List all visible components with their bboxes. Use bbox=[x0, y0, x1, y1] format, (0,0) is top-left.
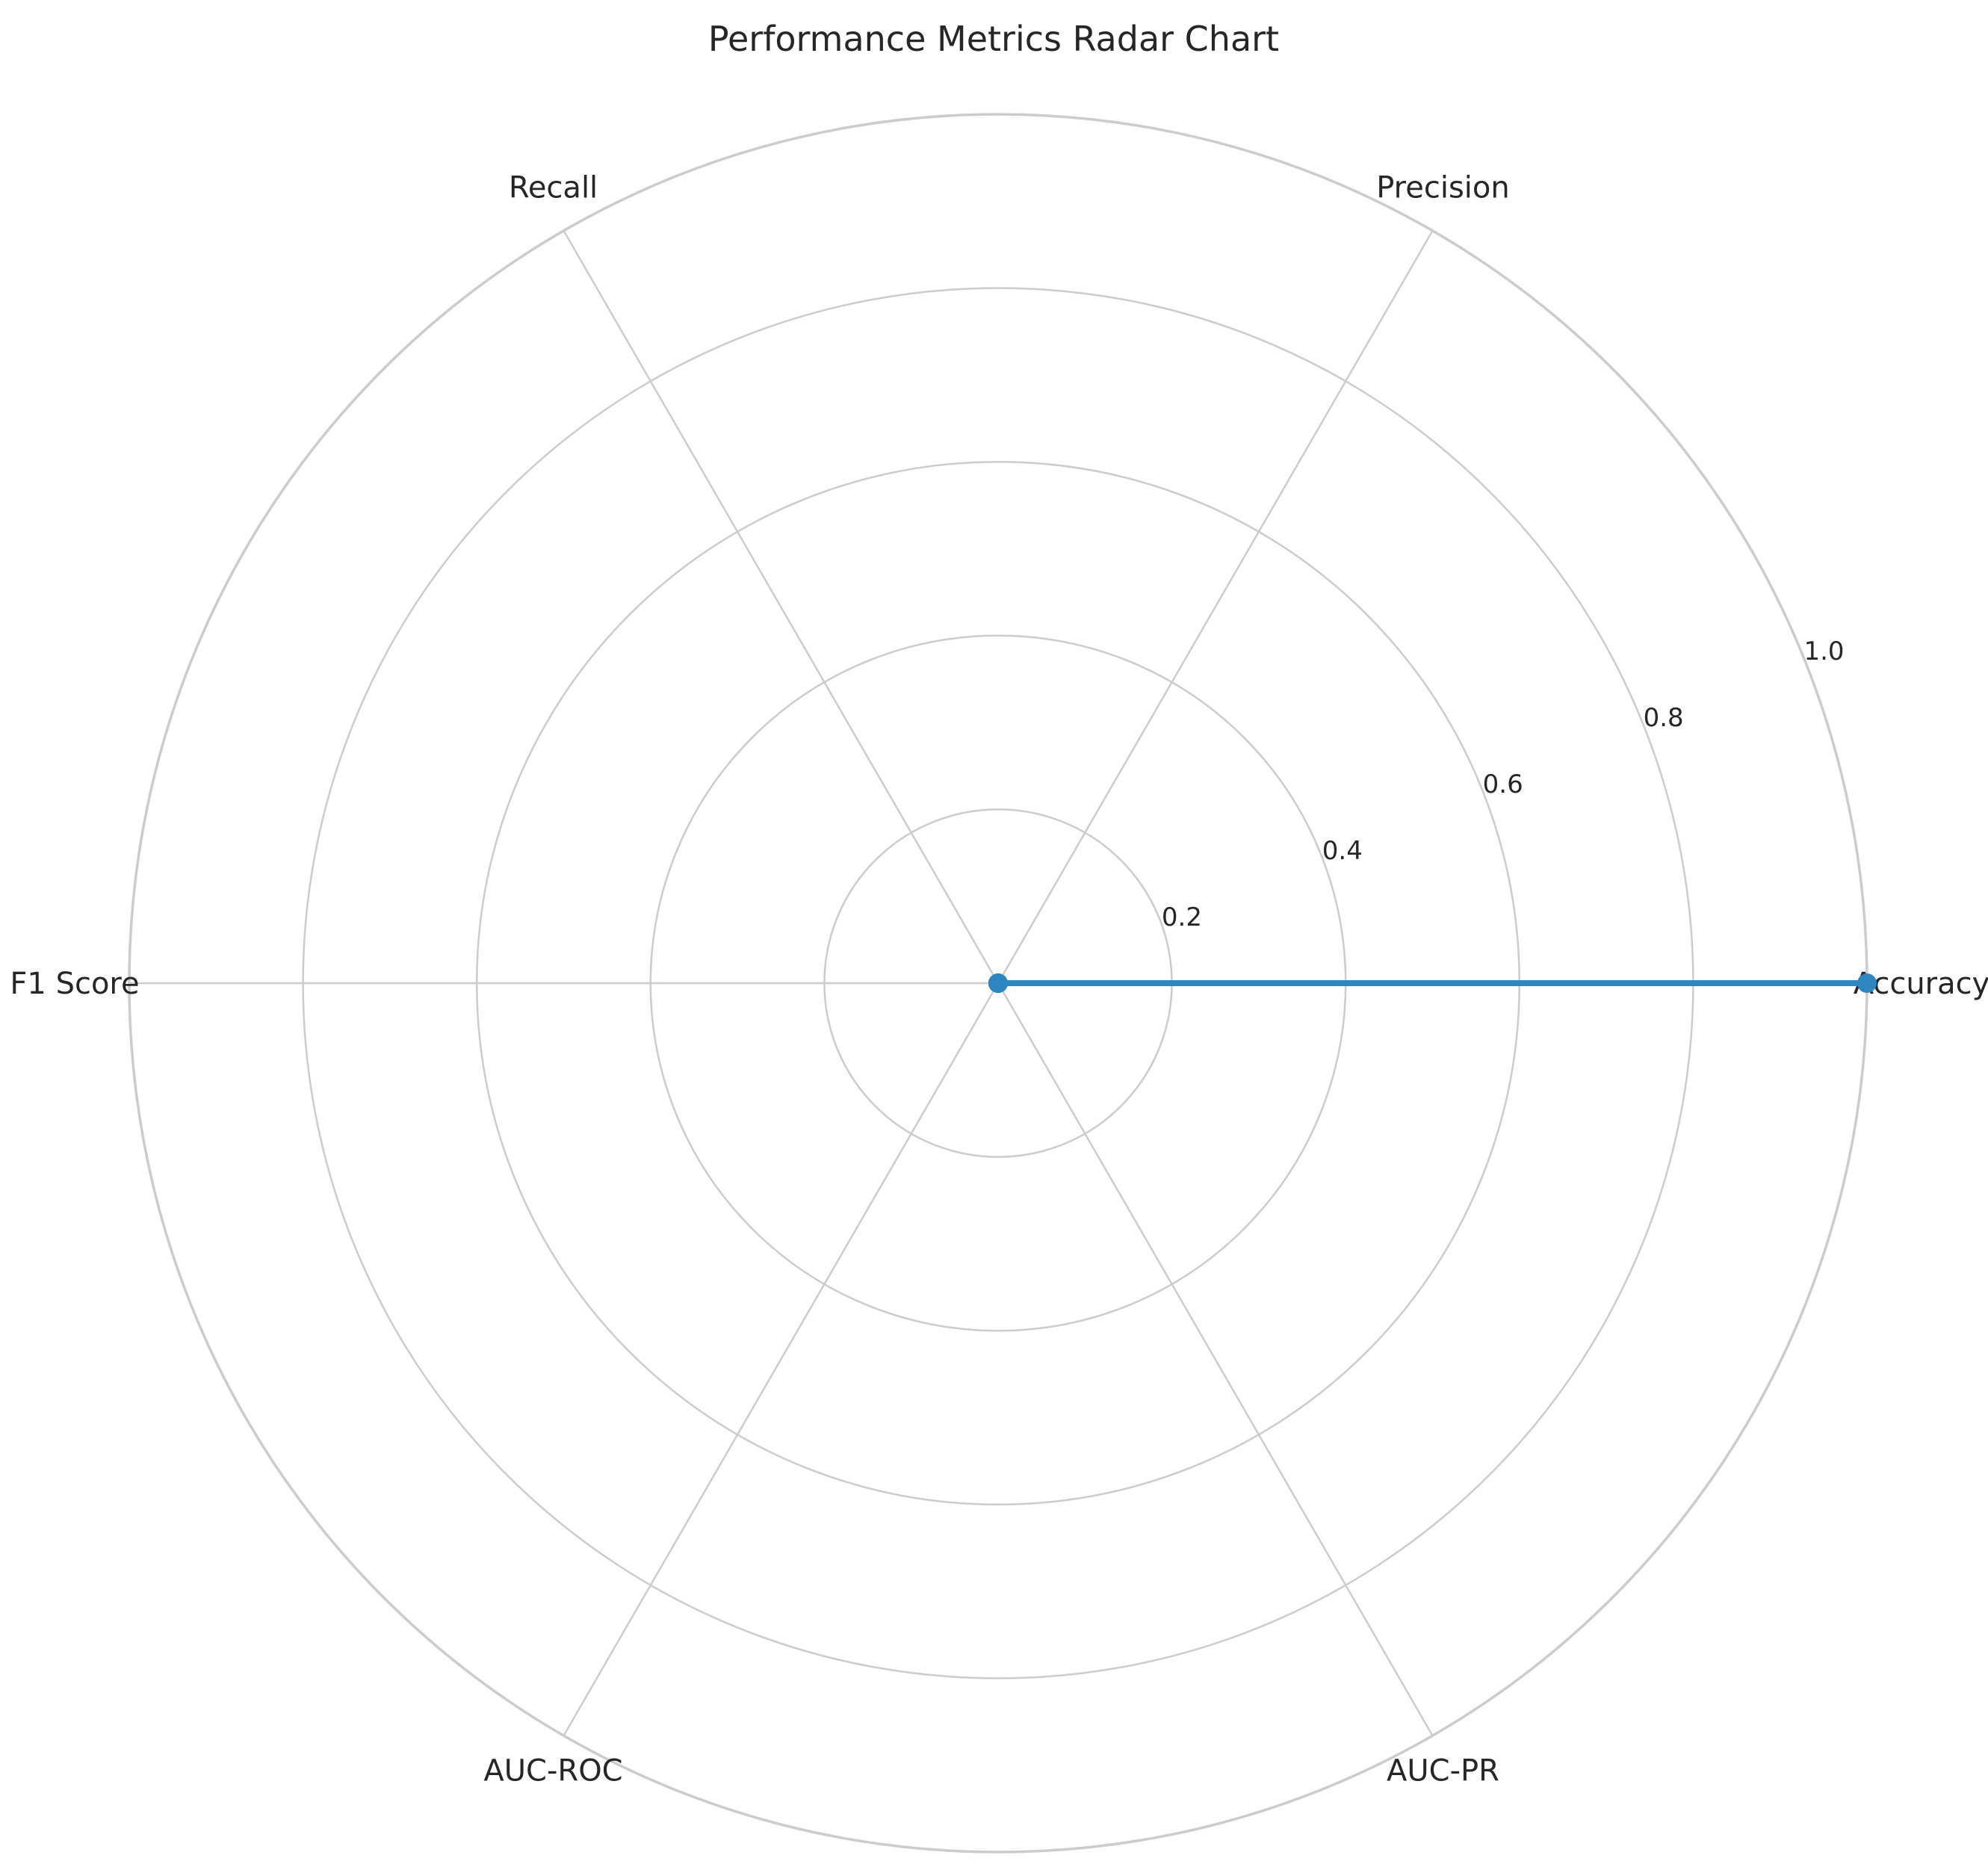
category-label-auc-pr: AUC-PR bbox=[1387, 1753, 1499, 1788]
r-tick-label: 0.2 bbox=[1162, 902, 1202, 932]
spoke-auc-pr bbox=[997, 982, 1434, 1736]
category-label-f1-score: F1 Score bbox=[10, 967, 139, 1001]
chart-title: Performance Metrics Radar Chart bbox=[708, 19, 1279, 59]
r-tick-label: 1.0 bbox=[1803, 637, 1844, 666]
spoke-auc-roc bbox=[563, 982, 1000, 1736]
category-label-precision: Precision bbox=[1376, 171, 1509, 205]
data-point-auc-pr bbox=[988, 973, 1008, 993]
data-point-accuracy bbox=[1857, 973, 1877, 993]
r-tick-label: 0.6 bbox=[1483, 770, 1523, 799]
spoke-recall bbox=[563, 230, 1000, 984]
r-tick-label: 0.8 bbox=[1644, 703, 1684, 733]
category-label-recall: Recall bbox=[509, 171, 598, 205]
series bbox=[988, 973, 1877, 993]
category-label-auc-roc: AUC-ROC bbox=[483, 1753, 622, 1788]
r-tick-label: 0.4 bbox=[1322, 836, 1363, 866]
radial-tick-labels: 0.2 0.4 0.6 0.8 1.0 bbox=[1162, 637, 1845, 932]
spoke-precision bbox=[997, 230, 1434, 984]
